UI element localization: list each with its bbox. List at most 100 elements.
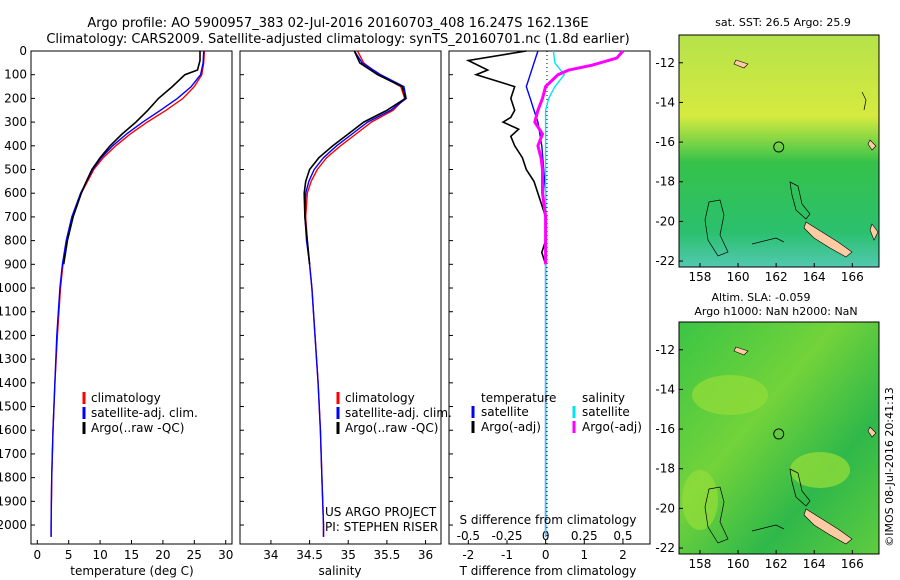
x-tick-label: 36 (418, 548, 433, 562)
x-tick-label: -1 (501, 548, 513, 562)
depth-tick-label: 700 (4, 210, 27, 224)
legend-argo: Argo(..raw -QC) (91, 421, 184, 435)
sst-x-axis: 158 160 162 164 166 (688, 263, 864, 284)
depth-tick-label: 1800 (0, 471, 27, 485)
x-tick-label: 2 (619, 548, 627, 562)
depth-tick-label: 1400 (0, 376, 27, 390)
x-tick-label: 15 (124, 548, 139, 562)
map-x-tick-label: 162 (765, 557, 788, 571)
map-x-tick-label: 160 (727, 557, 750, 571)
salinity-x-axis: 34 34.5 35 35.5 36 (263, 540, 433, 562)
x-tick-label: 35 (341, 548, 356, 562)
sst-y-axis: -12 -14 -16 -18 -20 -22 (655, 56, 683, 268)
depth-tick-label: 2000 (0, 518, 27, 532)
difference-panel: -2 -1 0 1 2-0.5 -0.25 0 0.25 0.5 S difference fr… (448, 50, 651, 578)
island-shape (867, 139, 877, 151)
legend-satellite: satellite-adj. clim. (91, 406, 198, 420)
depth-tick-label: 100 (4, 68, 27, 82)
legend-s-argo: Argo(-adj) (582, 420, 642, 434)
map-x-tick-label: 166 (841, 557, 864, 571)
map-x-tick-label: 158 (688, 270, 711, 284)
island-shape (869, 223, 879, 241)
x-tick-label: 35.5 (374, 548, 401, 562)
map-y-tick-label: -18 (655, 175, 675, 189)
depth-tick-label: 1100 (0, 305, 27, 319)
island-shape (733, 346, 749, 356)
difference-axes-box (448, 50, 651, 545)
temperature-series (50, 50, 206, 537)
series-argo-raw-qc (62, 51, 201, 265)
sst-map-title: sat. SST: 26.5 Argo: 25.9 (715, 16, 851, 29)
x-tick-label: 25 (187, 548, 202, 562)
bathymetry-contour (861, 91, 867, 111)
series-salinity-satellite (544, 50, 566, 537)
bathymetry-contour (751, 237, 785, 245)
depth-tick-label: 200 (4, 91, 27, 105)
depth-tick-label: 300 (4, 115, 27, 129)
depth-tick-label: 800 (4, 234, 27, 248)
map-y-tick-label: -12 (655, 56, 675, 70)
difference-xlabel: T difference from climatology (459, 564, 637, 578)
new-caledonia-shape (803, 508, 853, 545)
x-tick-label: 0 (542, 548, 550, 562)
depth-tick-label: 1500 (0, 400, 27, 414)
top-tick-label: -0.25 (491, 529, 522, 543)
map-y-tick-label: -20 (655, 501, 675, 515)
legend-s-satellite: satellite (582, 405, 630, 419)
depth-tick-label: 1200 (0, 328, 27, 342)
legend-t-satellite: satellite (481, 405, 529, 419)
map-x-tick-label: 164 (803, 270, 826, 284)
header-line-2: Climatology: CARS2009. Satellite-adjuste… (46, 32, 629, 47)
salinity-axes-box (239, 50, 442, 545)
project-line-1: US ARGO PROJECT (325, 505, 437, 519)
map-y-tick-label: -12 (655, 343, 675, 357)
x-tick-label: -2 (462, 548, 474, 562)
temperature-x-axis: 0 5 10 15 20 25 30 (33, 540, 233, 562)
map-y-tick-label: -20 (655, 214, 675, 228)
map-y-tick-label: -14 (655, 382, 675, 396)
bathymetry-contour (789, 468, 811, 507)
series-satellite-adj-clim (50, 50, 205, 537)
anomaly-patch (682, 470, 718, 530)
sla-y-axis: -12 -14 -16 -18 -20 -22 (655, 343, 683, 555)
new-caledonia-shape (803, 221, 853, 258)
series-climatology (50, 50, 206, 537)
map-y-tick-label: -16 (655, 422, 675, 436)
sla-contours (704, 468, 811, 544)
legend-salinity-header: salinity (582, 391, 625, 405)
legend-t-argo: Argo(-adj) (481, 420, 541, 434)
x-tick-label: 30 (218, 548, 233, 562)
map-y-tick-label: -22 (655, 254, 675, 268)
map-x-tick-label: 160 (727, 270, 750, 284)
legend-argo: Argo(..raw -QC) (345, 421, 438, 435)
series-climatology (304, 50, 406, 537)
project-line-2: PI: STEPHEN RISER (325, 520, 438, 534)
sst-map: sat. SST: 26.5 Argo: 25.9 158 160 162 164 16… (655, 16, 880, 284)
sla-map-title-2: Argo h1000: NaN h2000: NaN (694, 305, 857, 318)
x-tick-label: 34.5 (296, 548, 323, 562)
difference-legend: temperature salinity satellite Argo(-adj… (471, 391, 642, 434)
sla-map-frame (678, 321, 880, 555)
map-x-tick-label: 162 (765, 270, 788, 284)
depth-tick-label: 1700 (0, 447, 27, 461)
salinity-series (303, 50, 407, 537)
series-argo-raw-qc (303, 50, 407, 265)
temperature-xlabel: temperature (deg C) (70, 564, 193, 578)
anomaly-patch (790, 452, 850, 488)
map-y-tick-label: -14 (655, 95, 675, 109)
sla-map: Altim. SLA: -0.059 Argo h1000: NaN h2000… (655, 291, 880, 571)
salinity-legend: climatology satellite-adj. clim. Argo(..… (336, 391, 452, 435)
depth-tick-label: 1300 (0, 352, 27, 366)
sst-contours (704, 91, 867, 257)
anomaly-patch (692, 375, 768, 415)
top-tick-label: 0.5 (613, 529, 632, 543)
difference-xlabel-top: S difference from climatology (460, 513, 637, 527)
island-shape (867, 426, 877, 438)
difference-series (465, 50, 625, 537)
series-temperature-argo-adj (465, 50, 547, 265)
map-y-tick-label: -22 (655, 541, 675, 555)
top-tick-label: -0.5 (457, 529, 480, 543)
x-tick-label: 10 (92, 548, 107, 562)
sla-map-title-1: Altim. SLA: -0.059 (711, 291, 810, 304)
